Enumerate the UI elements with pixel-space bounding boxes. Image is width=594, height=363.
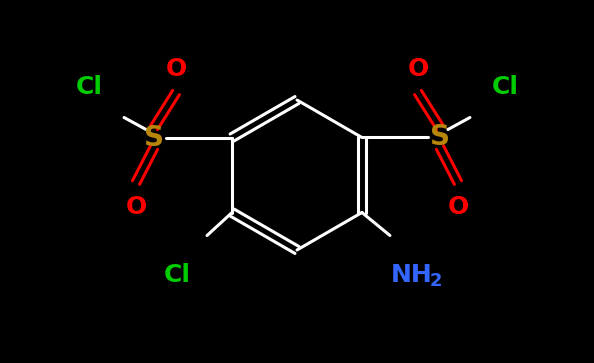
Text: S: S	[144, 123, 164, 151]
Text: O: O	[165, 57, 187, 81]
Text: NH: NH	[391, 264, 433, 287]
Text: O: O	[447, 196, 469, 220]
Text: Cl: Cl	[491, 76, 519, 99]
Text: O: O	[407, 57, 429, 81]
Text: Cl: Cl	[163, 264, 191, 287]
Text: S: S	[430, 123, 450, 151]
Text: O: O	[125, 196, 147, 220]
Text: 2: 2	[429, 273, 442, 290]
Text: Cl: Cl	[75, 76, 103, 99]
